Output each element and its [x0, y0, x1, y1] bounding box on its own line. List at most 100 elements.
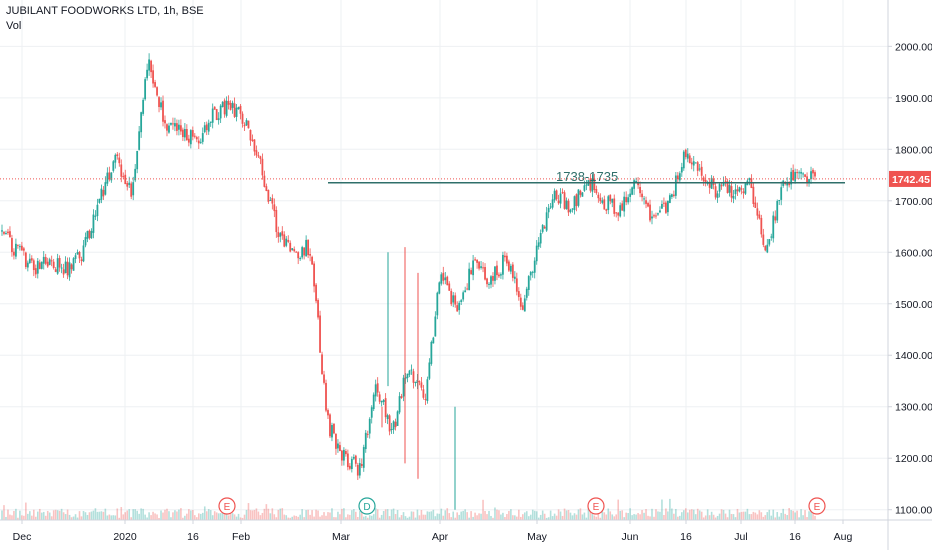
candle-body — [804, 174, 806, 177]
candle-body — [667, 200, 669, 213]
candle-body — [42, 256, 45, 264]
candle-body — [812, 169, 814, 174]
volume-bar — [659, 511, 661, 520]
volume-bar — [366, 517, 369, 520]
volume-bar — [347, 514, 349, 520]
candle-body — [96, 204, 99, 217]
candle-body — [259, 156, 262, 159]
candle-body — [563, 192, 566, 209]
candle-body — [7, 231, 9, 234]
volume-bar — [728, 509, 731, 520]
earnings-marker[interactable] — [587, 497, 605, 515]
candle-body — [772, 215, 775, 239]
volume-bar — [54, 509, 57, 520]
candle-body — [428, 362, 431, 379]
volume-bar — [758, 510, 761, 520]
time-tick-label: Apr — [432, 531, 449, 543]
candle-body — [56, 258, 59, 274]
candle-body — [533, 260, 536, 273]
candle-body — [496, 265, 498, 276]
candle-body — [122, 176, 125, 178]
candle-body — [374, 384, 377, 397]
candle-body — [740, 188, 743, 190]
candle-body — [134, 168, 137, 181]
candle-body — [597, 194, 600, 199]
volume-bar — [388, 516, 391, 520]
volume-bar — [633, 514, 635, 520]
candle-body — [504, 255, 506, 258]
candle-body — [116, 154, 119, 157]
volume-bar — [392, 508, 395, 520]
volume-bar — [466, 512, 468, 520]
volume-bar — [337, 511, 339, 520]
candle-body — [637, 182, 639, 186]
volume-bar — [716, 515, 719, 520]
volume-bar — [690, 509, 693, 520]
candle-body — [219, 105, 222, 119]
volume-bar — [190, 510, 192, 520]
candle-body — [629, 193, 632, 197]
earnings-marker[interactable] — [218, 497, 236, 515]
volume-bar — [450, 517, 453, 520]
volume-bar — [225, 513, 228, 520]
volume-bar — [156, 514, 158, 520]
volume-bar — [182, 517, 184, 520]
volume-bar — [154, 513, 156, 520]
volume-bar — [146, 517, 148, 520]
candle-body — [380, 400, 383, 403]
volume-bar — [504, 517, 506, 520]
dividend-marker[interactable] — [358, 497, 376, 515]
candle-body — [641, 193, 643, 198]
candle-body — [112, 161, 115, 171]
candle-body — [410, 369, 413, 371]
candle-body — [539, 233, 542, 244]
volume-bar — [456, 512, 459, 520]
volume-bar — [7, 509, 9, 520]
candle-body — [309, 253, 312, 256]
candle-body — [653, 215, 655, 217]
candle-body — [744, 183, 747, 194]
price-axis[interactable]: 1100.00 1200.00 1300.00 1400.00 1500.00 1600.… — [887, 0, 932, 550]
volume-bar — [432, 509, 435, 520]
volume-bar — [247, 503, 250, 520]
candle-body — [621, 203, 624, 211]
candle-body — [32, 260, 35, 271]
candle-body — [191, 130, 194, 137]
volume-bar — [525, 511, 528, 520]
candle-body — [366, 433, 369, 435]
volume-bar — [31, 515, 33, 520]
candle-body — [460, 300, 463, 302]
candle-body — [245, 120, 248, 126]
candle-body — [267, 190, 270, 202]
candle-body — [762, 234, 765, 245]
volume-bar — [355, 511, 357, 520]
candle-body — [174, 123, 176, 127]
volume-bar — [750, 514, 753, 520]
volume-bar — [66, 509, 69, 520]
volume-bar — [52, 510, 55, 520]
candle-body — [714, 186, 717, 198]
time-axis[interactable]: Dec 2020 16 Feb Mar Apr May Jun 16 Jul 16 Aug — [0, 519, 932, 543]
volume-bar — [502, 512, 504, 520]
volume-bar — [116, 508, 119, 520]
candle-body — [611, 198, 614, 203]
volume-bar — [812, 511, 814, 520]
volume-bar — [148, 512, 150, 520]
candle-body — [342, 449, 345, 461]
volume-bar — [780, 512, 783, 520]
candle-body — [118, 157, 121, 164]
volume-bar — [593, 515, 596, 520]
volume-bar — [11, 515, 13, 520]
candle-body — [808, 179, 810, 183]
volume-bar — [136, 510, 138, 520]
volume-bar — [611, 514, 614, 520]
candle-body — [402, 377, 405, 397]
candle-body — [331, 425, 333, 438]
earnings-marker[interactable] — [808, 497, 826, 515]
volume-bar — [172, 512, 174, 520]
candle-body — [416, 379, 419, 383]
candle-body — [509, 265, 512, 272]
candle-body — [676, 175, 679, 180]
